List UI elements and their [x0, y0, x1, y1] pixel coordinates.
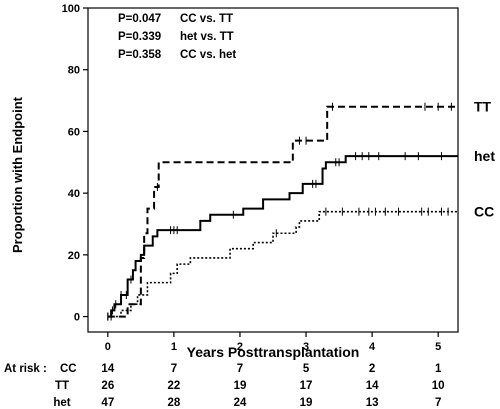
p-comparison: CC vs. het [180, 49, 236, 61]
at-risk-count: 13 [366, 397, 379, 409]
x-tick-label: 5 [435, 341, 441, 353]
at-risk-count: 2 [369, 363, 375, 375]
at-risk-count: 1 [435, 363, 442, 375]
y-tick-label: 60 [68, 126, 80, 138]
series-line-het [107, 155, 458, 318]
at-risk-group: het [53, 397, 70, 409]
at-risk-count: 47 [101, 397, 114, 409]
y-axis-label: Proportion with Endpoint [10, 96, 25, 253]
x-tick-label: 3 [303, 341, 309, 353]
series-layer [107, 102, 458, 321]
labels-layer: TT het CC [474, 99, 495, 220]
at-risk-count: 10 [432, 380, 445, 392]
at-risk-count: 7 [435, 397, 441, 409]
p-value: P=0.047 [118, 13, 161, 25]
at-risk-count: 19 [234, 380, 247, 392]
series-line-CC [107, 210, 458, 318]
at-risk-count: 14 [101, 363, 114, 375]
at-risk-count: 26 [101, 380, 114, 392]
p-comparison: CC vs. TT [180, 13, 233, 25]
y-tick-label: 100 [62, 3, 80, 15]
series-label-het: het [474, 148, 495, 164]
at-risk-count: 7 [171, 363, 177, 375]
series-line-TT [107, 105, 458, 318]
plot-frame [87, 7, 459, 333]
x-axis-label: Years Posttransplantation [187, 344, 360, 360]
y-tick-label: 40 [68, 188, 80, 200]
at-risk-count: 24 [234, 397, 247, 409]
y-tick-label: 80 [68, 65, 80, 77]
p-comparison: het vs. TT [180, 31, 234, 43]
at-risk-group: CC [60, 363, 77, 375]
at-risk-count: 14 [366, 380, 379, 392]
at-risk-table: At risk : CC 14 7 7 5 2 1 TT 26 22 19 17 14 10 het 47 28 2… [4, 363, 445, 409]
series-label-CC: CC [474, 204, 494, 220]
at-risk-count: 22 [167, 380, 180, 392]
x-tick-label: 1 [171, 341, 177, 353]
at-risk-group: TT [55, 380, 69, 392]
at-risk-count: 28 [167, 397, 180, 409]
series-label-TT: TT [474, 99, 492, 115]
at-risk-count: 17 [300, 380, 313, 392]
x-tick-label: 0 [105, 341, 111, 353]
p-value-box: P=0.047 CC vs. TT P=0.339 het vs. TT P=0.358… [118, 13, 236, 61]
axes: 0 20 40 60 80 100 0 1 2 3 4 5 [62, 3, 459, 353]
at-risk-label: At risk : [4, 363, 47, 375]
y-tick-label: 0 [74, 312, 80, 324]
p-value: P=0.358 [118, 49, 162, 61]
x-tick-label: 4 [369, 341, 376, 353]
at-risk-count: 5 [303, 363, 310, 375]
at-risk-count: 19 [300, 397, 313, 409]
x-tick-label: 2 [237, 341, 243, 353]
y-tick-label: 20 [68, 250, 80, 262]
at-risk-count: 7 [237, 363, 243, 375]
p-value: P=0.339 [118, 31, 161, 43]
